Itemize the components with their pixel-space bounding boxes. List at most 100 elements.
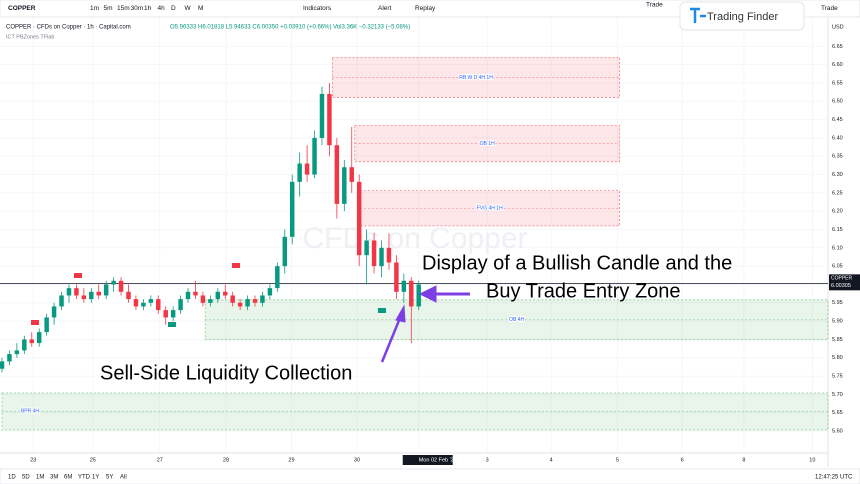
y-tick-label: 5.95 (832, 300, 843, 306)
y-tick-label: 6.40 (832, 135, 843, 141)
candle-body (379, 247, 384, 267)
candle-body (327, 93, 332, 146)
candle-body (356, 181, 362, 256)
marker (31, 320, 39, 325)
range-button[interactable]: 1M (36, 475, 44, 481)
candle-body (36, 332, 42, 344)
range-button[interactable]: All (120, 475, 127, 481)
interval-button[interactable]: 4h (158, 5, 166, 12)
candle-body (215, 291, 221, 300)
y-tick-label: 5.70 (832, 392, 843, 398)
candle-body (252, 299, 258, 303)
candle-body (126, 291, 131, 300)
candle-body (170, 310, 176, 318)
range-button[interactable]: 5D (22, 475, 30, 481)
candle-body (96, 291, 101, 296)
range-button[interactable]: 6M (64, 475, 72, 481)
interval-button[interactable]: 5m (104, 5, 113, 12)
range-button[interactable]: 3M (50, 475, 58, 481)
range-button[interactable]: YTD (78, 475, 91, 481)
logo-box (679, 1, 805, 31)
logo-icon (690, 7, 706, 23)
x-tick-label: 25 (90, 457, 96, 463)
candle-body (148, 299, 154, 303)
x-tick-label: 5 (616, 457, 619, 463)
annotation: Buy Trade Entry Zone (486, 280, 681, 302)
logo-text: Trading Finder (707, 11, 778, 23)
trade-button[interactable]: Trade (821, 5, 838, 12)
candle-body (0, 361, 5, 369)
zone (204, 299, 829, 341)
candle-body (364, 240, 369, 256)
replay-button[interactable]: Replay (415, 5, 436, 12)
arrows (380, 285, 470, 363)
candle-body (29, 339, 34, 344)
candle-body (22, 339, 27, 351)
candle-body (223, 291, 228, 296)
zone-label: OB 1H (480, 141, 495, 147)
interval-button[interactable]: D (171, 5, 176, 12)
interval-button[interactable]: 30m (131, 5, 144, 12)
range-button[interactable]: 1Y (92, 475, 99, 481)
watermark: CFDs on Copper (302, 222, 527, 255)
candle-body (156, 299, 161, 311)
indicators-button[interactable]: Indicators (303, 5, 332, 12)
candle-body (297, 163, 302, 182)
candle-body (81, 295, 87, 300)
symbol-button[interactable]: COPPER (8, 5, 36, 12)
candle-body (371, 240, 377, 267)
y-tick-label: 5.65 (832, 410, 843, 416)
candle-body (89, 291, 94, 300)
interval-button[interactable]: W (185, 5, 192, 12)
candle-body (230, 295, 235, 303)
price-axis (828, 17, 860, 467)
x-tick-label: 3 (486, 457, 489, 463)
interval-button[interactable]: 1m (90, 5, 99, 12)
marker (232, 263, 240, 268)
y-tick-label: 6.50 (832, 99, 843, 105)
interval-button[interactable]: M (198, 5, 203, 12)
candle-body (282, 236, 288, 267)
y-tick-label: 5.85 (832, 337, 843, 343)
candle-body (245, 299, 250, 307)
candle-body (185, 291, 191, 300)
zone-label: RB W D 4H 1H (459, 75, 493, 81)
y-tick-label: 6.45 (832, 117, 843, 123)
y-tick-label: 6.55 (832, 80, 843, 86)
candle-body (200, 295, 206, 303)
interval-button[interactable]: 15m (117, 5, 130, 12)
y-tick-label: 6.60 (832, 62, 843, 68)
trade-button[interactable]: Trade (646, 2, 663, 9)
x-tick-label: Mon 02 Feb '26 04:00 (419, 457, 472, 463)
toolbar (0, 0, 860, 18)
last-price-label: 6.00305 (831, 283, 851, 289)
candle-body (59, 295, 64, 307)
candle-body (267, 288, 273, 296)
y-tick-label: 6.65 (832, 44, 843, 50)
y-tick-label: 6.20 (832, 209, 843, 215)
candle-body (103, 284, 109, 296)
arrowhead (395, 304, 406, 323)
candle-body (163, 310, 168, 318)
candle-body (349, 167, 354, 182)
interval-button[interactable]: 1h (144, 5, 152, 12)
bottom-bar (0, 468, 860, 484)
candle-body (118, 280, 124, 292)
legend-title: COPPER · CFDs on Copper · 1h · Capital.c… (6, 25, 131, 31)
alert-button[interactable]: Alert (378, 5, 392, 12)
range-button[interactable]: 1D (8, 475, 16, 481)
zone (332, 56, 620, 98)
candle-body (304, 163, 310, 175)
cursor-time-box (402, 455, 453, 465)
candle-body (14, 350, 20, 355)
range-button[interactable]: 5Y (106, 475, 113, 481)
currency: USD (832, 24, 844, 30)
arrowhead (418, 285, 437, 303)
candle-body (275, 266, 280, 289)
marker (74, 273, 82, 278)
x-tick-label: 28 (223, 457, 229, 463)
candle-body (394, 262, 399, 292)
